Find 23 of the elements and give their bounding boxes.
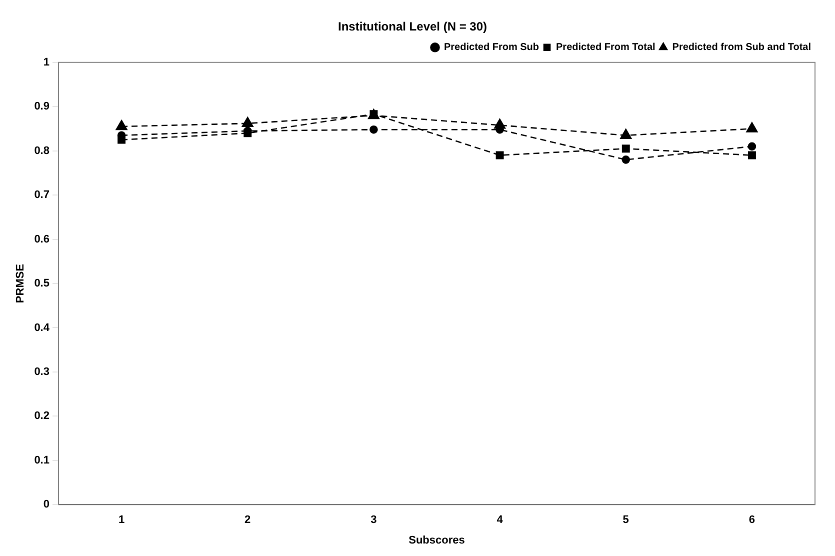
y-tick-label: 0.3	[34, 366, 50, 378]
y-tick-label: 0.8	[34, 144, 50, 157]
x-tick-label: 1	[118, 514, 125, 526]
y-tick-label: 0.5	[34, 278, 50, 290]
y-tick-label: 0.4	[34, 322, 50, 334]
x-tick-label: 3	[370, 514, 377, 526]
y-tick-label: 0.6	[34, 233, 50, 246]
y-tick-label: 0.9	[34, 100, 50, 113]
y-tick-label: 0.1	[34, 454, 50, 466]
y-tick-label: 0.7	[34, 189, 50, 202]
x-tick-label: 5	[622, 514, 629, 526]
legend-label: Predicted from Sub and Total	[672, 42, 812, 54]
legend-label: Predicted From Sub	[444, 42, 540, 54]
x-tick-label: 2	[244, 514, 251, 526]
legend-label: Predicted From Total	[556, 42, 656, 54]
y-axis-title: PRMSE	[14, 264, 27, 304]
y-tick-label: 1	[43, 56, 50, 68]
x-tick-label: 6	[748, 514, 756, 526]
chart-title: Institutional Level (N = 30)	[338, 20, 488, 34]
y-tick-label: 0	[43, 498, 50, 511]
x-axis-title: Subscores	[408, 534, 465, 546]
x-tick-label: 4	[496, 514, 504, 526]
y-tick-label: 0.2	[34, 410, 50, 422]
